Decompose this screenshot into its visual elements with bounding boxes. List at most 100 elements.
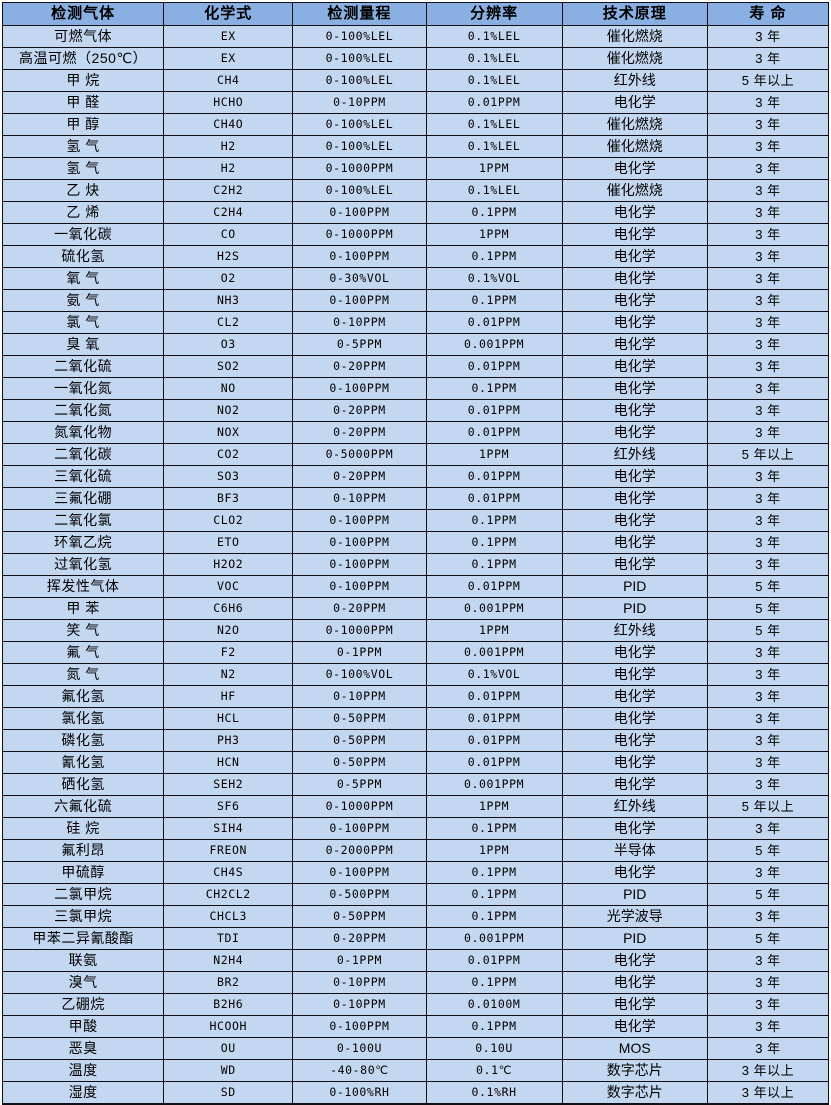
- table-row: 六氟化硫 SF6 0-1000PPM 1PPM 红外线 5 年以上: [1, 795, 830, 818]
- cell-life: 3 年: [706, 1015, 830, 1038]
- cell-res: 0.1PPM: [425, 1015, 563, 1038]
- column-header-gas: 检测气体: [1, 2, 165, 26]
- cell-formula: N2O: [163, 619, 294, 642]
- cell-range: 0-100PPM: [292, 575, 427, 598]
- cell-res: 1PPM: [425, 795, 563, 818]
- cell-gas: 二氧化硫: [1, 355, 165, 378]
- cell-res: 0.1%LEL: [425, 25, 563, 48]
- cell-gas: 氟 气: [1, 641, 165, 664]
- cell-res: 0.001PPM: [425, 597, 563, 620]
- cell-life: 3 年: [706, 91, 830, 114]
- cell-range: 0-100PPM: [292, 509, 427, 532]
- cell-range: 0-100%LEL: [292, 69, 427, 92]
- cell-res: 0.01PPM: [425, 751, 563, 774]
- cell-formula: H2: [163, 157, 294, 180]
- cell-tech: 电化学: [561, 465, 708, 488]
- cell-res: 0.1PPM: [425, 883, 563, 906]
- cell-formula: WD: [163, 1059, 294, 1082]
- cell-tech: 电化学: [561, 91, 708, 114]
- cell-res: 0.10U: [425, 1037, 563, 1060]
- cell-formula: SIH4: [163, 817, 294, 840]
- cell-formula: PH3: [163, 729, 294, 752]
- table-row: 过氧化氢 H2O2 0-100PPM 0.1PPM 电化学 3 年: [1, 553, 830, 576]
- column-header-formula: 化学式: [163, 2, 294, 26]
- cell-formula: HCL: [163, 707, 294, 730]
- cell-tech: 电化学: [561, 245, 708, 268]
- cell-range: 0-1000PPM: [292, 619, 427, 642]
- cell-gas: 氟化氢: [1, 685, 165, 708]
- cell-range: 0-1000PPM: [292, 223, 427, 246]
- cell-gas: 乙 炔: [1, 179, 165, 202]
- table-row: 硅 烷 SIH4 0-100PPM 0.1PPM 电化学 3 年: [1, 817, 830, 840]
- cell-tech: 电化学: [561, 993, 708, 1016]
- cell-gas: 二氯甲烷: [1, 883, 165, 906]
- cell-range: 0-100PPM: [292, 1015, 427, 1038]
- cell-gas: 湿度: [1, 1081, 165, 1105]
- table-row: 恶臭 OU 0-100U 0.10U MOS 3 年: [1, 1037, 830, 1060]
- cell-life: 3 年: [706, 267, 830, 290]
- cell-gas: 甲 醛: [1, 91, 165, 114]
- cell-range: 0-100%LEL: [292, 47, 427, 70]
- cell-tech: 电化学: [561, 531, 708, 554]
- cell-life: 3 年: [706, 663, 830, 686]
- cell-tech: 电化学: [561, 487, 708, 510]
- cell-life: 3 年: [706, 487, 830, 510]
- table-row: 一氧化氮 NO 0-100PPM 0.1PPM 电化学 3 年: [1, 377, 830, 400]
- table-row: 氯化氢 HCL 0-50PPM 0.01PPM 电化学 3 年: [1, 707, 830, 730]
- cell-formula: HF: [163, 685, 294, 708]
- cell-formula: OU: [163, 1037, 294, 1060]
- cell-life: 3 年: [706, 861, 830, 884]
- table-row: 磷化氢 PH3 0-50PPM 0.01PPM 电化学 3 年: [1, 729, 830, 752]
- table-row: 氟 气 F2 0-1PPM 0.001PPM 电化学 3 年: [1, 641, 830, 664]
- cell-life: 3 年: [706, 993, 830, 1016]
- cell-tech: 电化学: [561, 157, 708, 180]
- cell-gas: 甲 醇: [1, 113, 165, 136]
- cell-tech: 半导体: [561, 839, 708, 862]
- cell-gas: 氮 气: [1, 663, 165, 686]
- cell-gas: 氰化氢: [1, 751, 165, 774]
- cell-res: 0.01PPM: [425, 487, 563, 510]
- table-row: 环氧乙烷 ETO 0-100PPM 0.1PPM 电化学 3 年: [1, 531, 830, 554]
- cell-range: 0-5000PPM: [292, 443, 427, 466]
- table-body: 可燃气体 EX 0-100%LEL 0.1%LEL 催化燃烧 3 年高温可燃（250℃） E…: [1, 25, 830, 1105]
- cell-res: 0.1PPM: [425, 861, 563, 884]
- cell-gas: 恶臭: [1, 1037, 165, 1060]
- cell-formula: CLO2: [163, 509, 294, 532]
- cell-res: 0.01PPM: [425, 575, 563, 598]
- cell-gas: 氟利昂: [1, 839, 165, 862]
- table-row: 甲苯二异氰酸酯 TDI 0-20PPM 0.001PPM PID 5 年: [1, 927, 830, 950]
- cell-range: 0-10PPM: [292, 91, 427, 114]
- cell-formula: O3: [163, 333, 294, 356]
- cell-formula: CH4: [163, 69, 294, 92]
- cell-range: 0-20PPM: [292, 465, 427, 488]
- cell-gas: 磷化氢: [1, 729, 165, 752]
- cell-formula: F2: [163, 641, 294, 664]
- cell-life: 5 年: [706, 575, 830, 598]
- table-row: 乙硼烷 B2H6 0-10PPM 0.0100M 电化学 3 年: [1, 993, 830, 1016]
- column-header-technology: 技术原理: [561, 2, 708, 26]
- cell-formula: CO2: [163, 443, 294, 466]
- cell-formula: EX: [163, 25, 294, 48]
- cell-range: 0-100PPM: [292, 531, 427, 554]
- cell-range: 0-100%LEL: [292, 179, 427, 202]
- cell-gas: 联氨: [1, 949, 165, 972]
- table-row: 乙 烯 C2H4 0-100PPM 0.1PPM 电化学 3 年: [1, 201, 830, 224]
- cell-res: 0.1PPM: [425, 971, 563, 994]
- cell-range: 0-50PPM: [292, 729, 427, 752]
- cell-formula: SO3: [163, 465, 294, 488]
- cell-formula: NH3: [163, 289, 294, 312]
- cell-range: -40-80℃: [292, 1059, 427, 1082]
- cell-life: 3 年: [706, 157, 830, 180]
- cell-range: 0-20PPM: [292, 597, 427, 620]
- cell-res: 0.01PPM: [425, 685, 563, 708]
- cell-life: 3 年: [706, 135, 830, 158]
- cell-res: 0.001PPM: [425, 927, 563, 950]
- cell-life: 5 年以上: [706, 795, 830, 818]
- cell-gas: 一氧化碳: [1, 223, 165, 246]
- cell-tech: 电化学: [561, 707, 708, 730]
- cell-formula: C2H4: [163, 201, 294, 224]
- cell-tech: 催化燃烧: [561, 135, 708, 158]
- cell-gas: 甲硫醇: [1, 861, 165, 884]
- cell-res: 0.01PPM: [425, 707, 563, 730]
- cell-tech: 电化学: [561, 861, 708, 884]
